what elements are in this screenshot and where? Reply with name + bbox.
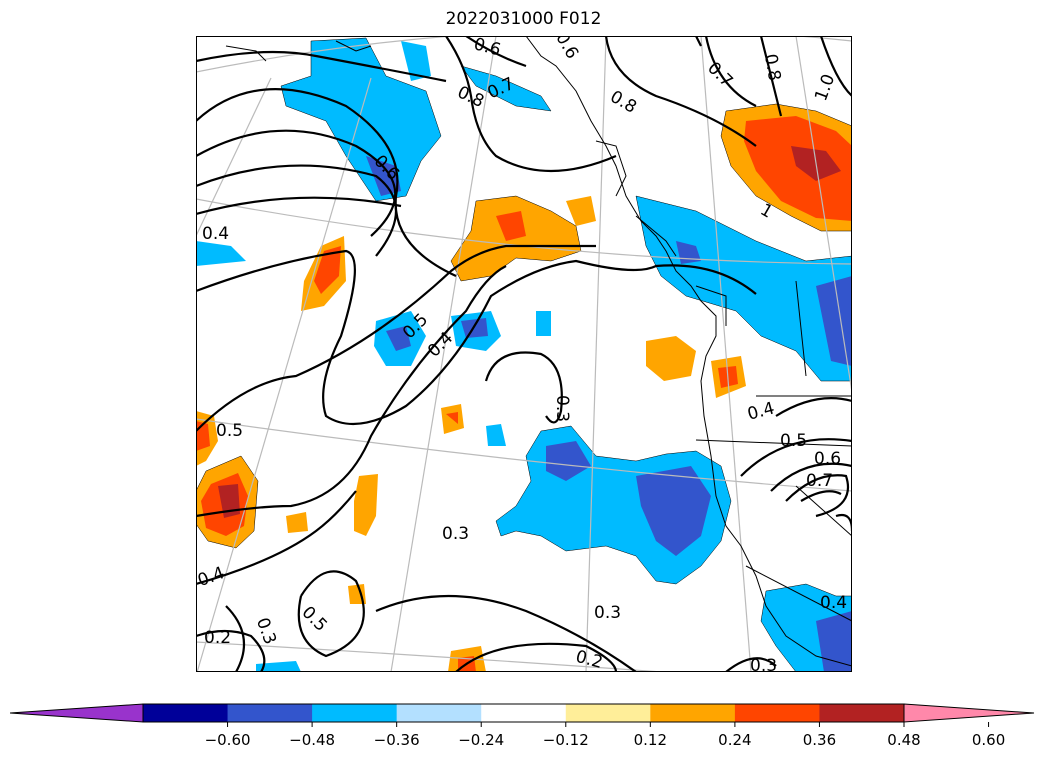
colorbar-tick-label: −0.48 <box>289 731 335 749</box>
contour-label: 0.5 <box>780 431 807 451</box>
contour-label: 0.6 <box>814 449 841 469</box>
contour-label: 0.4 <box>424 328 457 361</box>
contour-label: 0.6 <box>472 36 503 61</box>
colorbar-tick-label: −0.12 <box>543 731 589 749</box>
contour-label: 0.3 <box>552 395 572 422</box>
map-title: 2022031000 F012 <box>445 9 602 29</box>
contour-label: 0.4 <box>202 224 229 244</box>
contour-label: 1.0 <box>811 72 839 104</box>
colorbar-bin <box>819 704 905 722</box>
colorbar-bin <box>650 704 736 722</box>
contour-label: 0.3 <box>442 524 469 544</box>
map-frame <box>196 36 852 672</box>
colorbar-tick-label: 0.12 <box>634 731 667 749</box>
colorbar-bins <box>143 704 905 722</box>
colorbar-bin <box>481 704 567 722</box>
colorbar-under-arrow <box>10 703 144 723</box>
contour-label: 0.8 <box>760 52 784 82</box>
colorbar-bin <box>734 704 820 722</box>
contour-label: 0.7 <box>806 471 833 491</box>
colorbar-frame <box>142 703 905 723</box>
contour-label: 0.8 <box>606 87 639 118</box>
colorbar-tick-label: 0.24 <box>718 731 751 749</box>
contour-label: 0.5 <box>298 603 331 636</box>
colorbar-bin <box>227 704 313 722</box>
contour-label: 0.4 <box>820 593 847 613</box>
contour-label: 0.3 <box>750 656 777 672</box>
colorbar-tick-label: 0.60 <box>972 731 1005 749</box>
colorbar-ticks: −0.60 −0.48 −0.36 −0.24 −0.12 0.12 0.24 0.36 0.4… <box>205 722 1005 749</box>
colorbar-bin <box>565 704 651 722</box>
contour-label: 1 <box>757 200 776 223</box>
colorbar-tick-label: 0.48 <box>887 731 920 749</box>
colorbar-tick-label: −0.24 <box>458 731 504 749</box>
colorbar-tick-label: −0.60 <box>205 731 251 749</box>
map-panel: 0.6 0.7 0.8 0.8 0.6 0.7 0.8 1.0 1 0.6 0.… <box>196 36 852 672</box>
colorbar-bin <box>312 704 398 722</box>
colorbar-over-arrow <box>903 703 1035 723</box>
contour-label: 0.2 <box>573 647 604 672</box>
colorbar-tick-label: −0.36 <box>374 731 420 749</box>
contour-lines <box>196 36 852 672</box>
colorbar: −0.60 −0.48 −0.36 −0.24 −0.12 0.12 0.24 0.36 0.4… <box>10 703 1035 749</box>
colorbar-bin <box>143 704 229 722</box>
colorbar-bin <box>396 704 482 722</box>
contour-label: 0.4 <box>745 398 776 424</box>
contour-label: 0.3 <box>594 603 621 623</box>
contour-label: 0.7 <box>703 58 736 91</box>
contour-label: 0.6 <box>551 36 582 62</box>
contour-label: 0.2 <box>204 628 231 648</box>
coastline-borders <box>225 36 852 667</box>
filled-anomaly-regions <box>196 37 852 672</box>
contour-label: 0.5 <box>216 421 243 441</box>
colorbar-tick-label: 0.36 <box>803 731 836 749</box>
